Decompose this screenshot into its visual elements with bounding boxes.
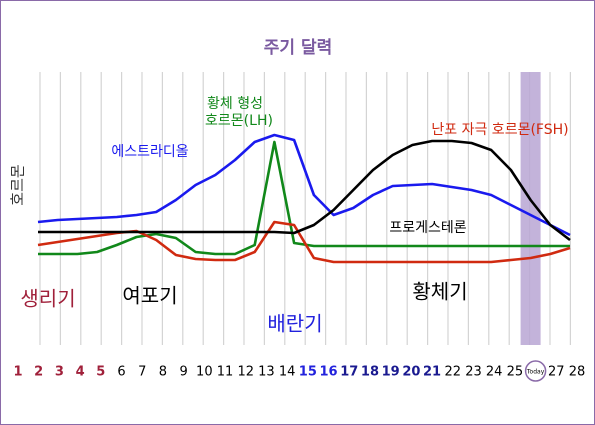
phase-label: 여포기	[122, 284, 177, 308]
series-label: 황체 형성	[207, 96, 263, 112]
x-tick-label: 7	[138, 365, 146, 380]
x-tick-label: 22	[445, 365, 462, 380]
x-tick-label: 11	[217, 365, 234, 380]
x-tick-label: 20	[402, 365, 420, 380]
today-band	[520, 72, 541, 345]
hormone-line	[37, 133, 571, 237]
hormone-line	[38, 139, 571, 242]
phase-label: 황체기	[412, 280, 467, 304]
x-tick-label: 16	[320, 365, 338, 380]
x-tick-label: 10	[196, 365, 213, 380]
y-axis-label: 호르몬	[9, 164, 27, 205]
series-label: 난포 자극 호르몬(FSH)	[431, 122, 568, 138]
x-tick-label: 14	[279, 365, 296, 380]
today-circle	[524, 360, 547, 382]
x-tick-label: 2	[34, 365, 43, 380]
x-tick-label: 23	[465, 365, 482, 380]
x-tick-label: 15	[299, 365, 317, 380]
x-tick-label: 21	[423, 365, 441, 380]
x-tick-label: 5	[96, 365, 105, 380]
chart-title: 주기 달력	[264, 37, 332, 58]
series-label: 호르몬(LH)	[205, 113, 273, 129]
x-tick-label: Today	[526, 369, 545, 376]
series-label: 에스트라디올	[111, 144, 188, 160]
x-tick-label: 24	[486, 365, 503, 380]
x-tick-label: 1	[13, 365, 22, 380]
x-tick-label: 25	[507, 365, 524, 380]
x-tick-label: 17	[340, 365, 358, 380]
x-tick-label: 8	[159, 365, 167, 380]
x-tick-label: 27	[548, 365, 565, 380]
hormone-line	[38, 140, 570, 256]
x-tick-label: 6	[117, 365, 125, 380]
x-tick-label: 12	[237, 365, 254, 380]
x-tick-label: 28	[569, 365, 586, 380]
phase-label: 생리기	[20, 287, 75, 311]
x-tick-label: 18	[361, 365, 379, 380]
x-tick-label: 4	[76, 365, 85, 380]
x-tick-label: 9	[179, 365, 187, 380]
phase-label: 배란기	[267, 312, 322, 336]
x-tick-label: 19	[382, 365, 400, 380]
x-tick-label: 13	[258, 365, 275, 380]
series-label: 프로게스테론	[389, 220, 466, 236]
x-tick-label: 3	[55, 365, 64, 380]
